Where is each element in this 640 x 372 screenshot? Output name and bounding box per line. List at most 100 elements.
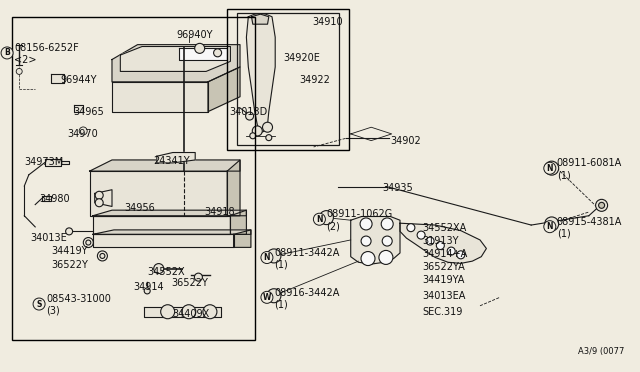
Circle shape (33, 298, 45, 310)
Circle shape (426, 237, 434, 245)
Text: 34552X: 34552X (147, 267, 185, 276)
Text: 34419Y: 34419Y (51, 246, 88, 256)
Text: 34914: 34914 (133, 282, 164, 292)
Circle shape (361, 236, 371, 246)
Circle shape (417, 231, 425, 239)
Polygon shape (95, 190, 112, 206)
Circle shape (261, 251, 273, 263)
Circle shape (1, 47, 13, 59)
Text: N: N (264, 253, 270, 262)
Circle shape (361, 251, 375, 266)
Text: 34935: 34935 (383, 183, 413, 193)
Bar (237, 13, 339, 145)
Circle shape (382, 236, 392, 246)
Text: 34552XA: 34552XA (422, 223, 467, 232)
Text: 34409X: 34409X (173, 310, 210, 319)
Circle shape (95, 191, 103, 199)
Circle shape (195, 44, 205, 53)
Polygon shape (93, 230, 251, 234)
Text: 36522Y: 36522Y (172, 278, 209, 288)
Circle shape (66, 228, 72, 235)
Polygon shape (61, 161, 69, 164)
Bar (227, 9, 349, 150)
Polygon shape (351, 217, 400, 264)
Circle shape (262, 122, 273, 132)
Circle shape (447, 247, 455, 255)
Text: 34902: 34902 (390, 137, 421, 146)
Text: 34013EA: 34013EA (422, 291, 466, 301)
Polygon shape (230, 210, 246, 234)
Text: S: S (36, 299, 42, 308)
Circle shape (16, 68, 22, 74)
Text: W: W (263, 293, 271, 302)
Text: 08916-3442A
(1): 08916-3442A (1) (274, 288, 339, 309)
Circle shape (250, 133, 256, 139)
Text: 34970: 34970 (67, 129, 98, 139)
Text: 08911-3442A
(1): 08911-3442A (1) (274, 248, 339, 269)
Circle shape (203, 305, 217, 319)
Text: 34419YA: 34419YA (422, 275, 465, 285)
Text: 34956: 34956 (125, 203, 156, 213)
Circle shape (252, 126, 262, 136)
Circle shape (457, 251, 465, 259)
Text: 08915-4381A
(1): 08915-4381A (1) (557, 217, 622, 238)
Polygon shape (42, 196, 51, 201)
Circle shape (154, 264, 164, 273)
Polygon shape (51, 74, 64, 83)
Text: 08911-6081A
(1): 08911-6081A (1) (557, 158, 622, 180)
Polygon shape (90, 171, 227, 216)
Circle shape (95, 199, 103, 207)
Text: 36522Y: 36522Y (51, 260, 88, 270)
Text: 96944Y: 96944Y (61, 75, 97, 85)
Circle shape (596, 199, 607, 211)
Circle shape (79, 127, 87, 135)
Circle shape (266, 135, 272, 141)
Text: 08543-31000
(3): 08543-31000 (3) (46, 294, 111, 316)
Polygon shape (400, 223, 486, 263)
Polygon shape (45, 159, 61, 166)
Polygon shape (90, 160, 240, 171)
Text: 31913Y: 31913Y (422, 236, 459, 246)
Text: 34013E: 34013E (31, 233, 67, 243)
Circle shape (86, 240, 91, 245)
Circle shape (214, 49, 221, 57)
Circle shape (144, 288, 150, 294)
Text: 34965: 34965 (74, 107, 104, 116)
Circle shape (544, 221, 556, 232)
Polygon shape (179, 48, 227, 60)
Text: 34918: 34918 (205, 207, 236, 217)
Circle shape (436, 241, 444, 250)
Polygon shape (112, 45, 240, 82)
Text: 34973M: 34973M (24, 157, 63, 167)
Polygon shape (112, 82, 208, 112)
Circle shape (182, 305, 196, 319)
Polygon shape (144, 307, 221, 317)
Polygon shape (246, 14, 275, 132)
Bar (12, 17, 255, 340)
Polygon shape (208, 67, 240, 112)
Circle shape (314, 213, 325, 225)
Polygon shape (93, 234, 234, 247)
Polygon shape (234, 230, 251, 247)
Text: 34910: 34910 (312, 17, 343, 27)
Circle shape (319, 211, 333, 225)
Text: A3/9 (0077: A3/9 (0077 (578, 347, 624, 356)
Circle shape (544, 162, 556, 174)
Circle shape (161, 305, 175, 319)
Polygon shape (93, 210, 246, 216)
Circle shape (545, 217, 559, 231)
Circle shape (381, 218, 393, 230)
Polygon shape (120, 46, 230, 71)
Text: 34914+A: 34914+A (422, 249, 468, 259)
Circle shape (360, 218, 372, 230)
Text: 08911-1062G
(2): 08911-1062G (2) (326, 209, 393, 231)
Text: N: N (316, 215, 323, 224)
Polygon shape (227, 160, 240, 216)
Circle shape (598, 202, 605, 208)
Circle shape (267, 289, 281, 303)
Text: SEC.319: SEC.319 (422, 307, 463, 317)
Circle shape (100, 253, 105, 259)
Circle shape (267, 249, 281, 263)
Polygon shape (93, 216, 230, 234)
Polygon shape (74, 105, 83, 112)
